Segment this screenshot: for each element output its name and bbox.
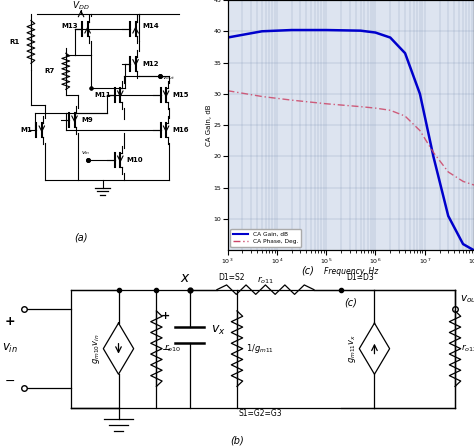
Text: (b): (b) (230, 435, 244, 445)
Text: S1=G2=G3: S1=G2=G3 (239, 409, 283, 417)
CA Phase, Deg. (323, 101, 329, 106)
CA Gain, dB (387, 35, 393, 40)
Text: M16: M16 (173, 127, 189, 133)
CA Phase, Deg. (373, 105, 378, 111)
Text: M12: M12 (142, 61, 159, 67)
Text: M14: M14 (142, 23, 159, 30)
Text: D1=D3: D1=D3 (346, 273, 374, 282)
Text: $V_{DD}$: $V_{DD}$ (72, 0, 90, 12)
Text: $g_{m11}v_x$: $g_{m11}v_x$ (347, 334, 358, 363)
CA Gain, dB (460, 241, 466, 247)
CA Gain, dB (430, 154, 436, 159)
CA Phase, Deg. (358, 104, 364, 110)
Text: $g_{m10}v_{in}$: $g_{m10}v_{in}$ (91, 333, 102, 364)
Text: M11: M11 (94, 92, 111, 98)
Text: (c): (c) (344, 297, 357, 308)
CA Gain, dB (373, 30, 378, 35)
Line: CA Gain, dB: CA Gain, dB (228, 30, 474, 250)
CA Gain, dB (471, 248, 474, 253)
Text: $v_{out}$: $v_{out}$ (460, 294, 474, 305)
CA Phase, Deg. (417, 128, 423, 133)
Line: CA Phase, Deg.: CA Phase, Deg. (228, 91, 474, 185)
Text: M9: M9 (81, 117, 93, 123)
Text: $v_{in}$: $v_{in}$ (81, 149, 91, 157)
X-axis label: Frequency, Hz: Frequency, Hz (324, 267, 378, 276)
Text: M15: M15 (173, 92, 189, 98)
Text: $v_{in}$: $v_{in}$ (2, 342, 18, 355)
CA Gain, dB (259, 29, 265, 34)
Text: $v_{out}$: $v_{out}$ (162, 74, 175, 82)
Text: (c): (c) (301, 266, 315, 276)
CA Gain, dB (358, 28, 364, 34)
Text: $1/g_{m11}$: $1/g_{m11}$ (246, 342, 273, 355)
CA Gain, dB (225, 35, 230, 40)
CA Phase, Deg. (430, 150, 436, 155)
Text: R7: R7 (45, 68, 55, 74)
CA Phase, Deg. (402, 114, 408, 119)
Text: M10: M10 (127, 157, 144, 163)
Text: D1=S2: D1=S2 (218, 273, 245, 282)
Text: $r_{o11}$: $r_{o11}$ (257, 274, 274, 286)
CA Phase, Deg. (289, 97, 294, 103)
CA Phase, Deg. (259, 94, 265, 99)
Text: $-$: $-$ (4, 374, 15, 387)
Text: +: + (161, 311, 171, 321)
Text: $-$: $-$ (161, 343, 171, 353)
CA Phase, Deg. (446, 169, 451, 175)
CA Phase, Deg. (471, 182, 474, 188)
Text: M1: M1 (20, 127, 32, 133)
Text: M13: M13 (62, 23, 78, 30)
Text: (a): (a) (74, 232, 88, 242)
CA Gain, dB (446, 213, 451, 219)
Text: +: + (4, 315, 15, 328)
CA Gain, dB (417, 91, 423, 97)
Text: $x$: $x$ (180, 271, 190, 285)
CA Phase, Deg. (387, 108, 393, 113)
Text: $r_{o10}$: $r_{o10}$ (164, 343, 181, 354)
Text: $v_x$: $v_x$ (211, 324, 226, 337)
CA Gain, dB (402, 51, 408, 56)
CA Phase, Deg. (225, 88, 230, 93)
Text: $r_{o12}$: $r_{o12}$ (461, 343, 474, 354)
Text: R1: R1 (10, 39, 20, 45)
Legend: CA Gain, dB, CA Phase, Deg.: CA Gain, dB, CA Phase, Deg. (230, 229, 301, 247)
CA Gain, dB (289, 27, 294, 33)
Y-axis label: CA Gain, dB: CA Gain, dB (206, 105, 212, 146)
CA Phase, Deg. (460, 179, 466, 184)
CA Gain, dB (323, 27, 329, 33)
